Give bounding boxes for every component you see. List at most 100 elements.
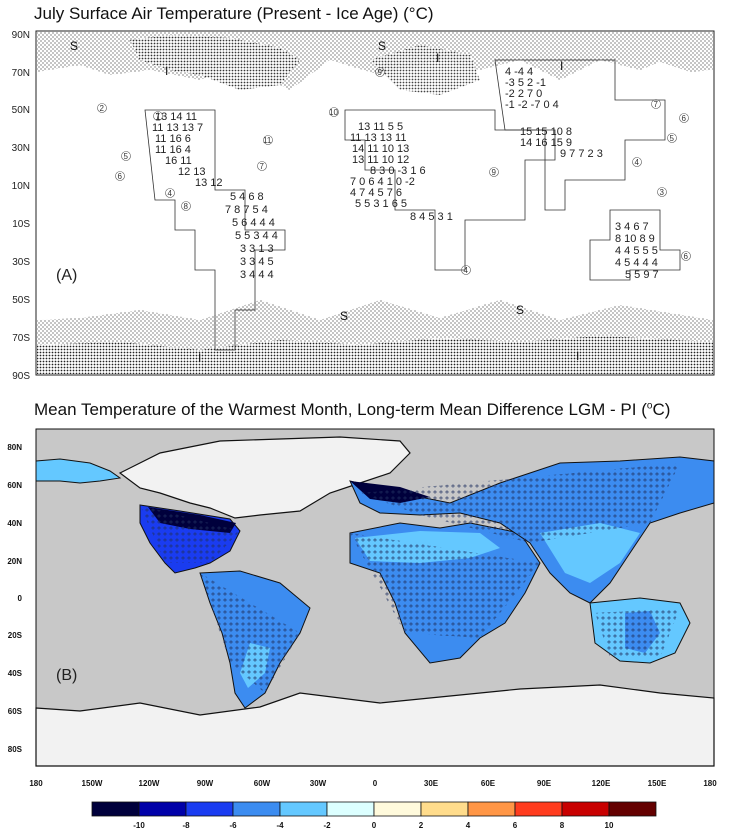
region-label: I	[560, 59, 563, 73]
circled-marker: 7	[257, 161, 267, 171]
colorbar-box	[279, 801, 328, 817]
grid-row-asia-0: 4 -4 4	[505, 66, 533, 78]
lat-label: 90S	[12, 371, 30, 382]
lon-label: 0	[373, 779, 378, 788]
svg-text:5: 5	[124, 152, 129, 161]
grid-row-eu-5: 7 0 6 4 1 0 -2	[350, 176, 415, 188]
panel-a-map: 13 14 11 11 13 13 7 11 16 6 11 16 4 16 1…	[12, 30, 715, 382]
panel-b-title: Mean Temperature of the Warmest Month, L…	[34, 400, 671, 419]
lon-label: 180	[29, 779, 43, 788]
circled-marker: 5	[667, 133, 677, 143]
grid-row-asia-5: 14 16 15 9	[520, 137, 572, 149]
circled-marker: 11	[263, 135, 273, 145]
grid-row-sa-0: 5 4 6 8	[230, 191, 264, 203]
lat-label: 70N	[12, 68, 30, 79]
region-label: I	[198, 351, 201, 365]
panel-a-grid-values: 13 14 11 11 13 13 7 11 16 6 11 16 4 16 1…	[152, 66, 659, 281]
svg-text:11: 11	[263, 136, 272, 145]
grid-row-na-6: 13 12	[195, 177, 223, 189]
circled-marker: 4	[632, 157, 642, 167]
region-label: S	[516, 303, 524, 317]
panel-b-laurentide-ice	[118, 436, 411, 519]
grid-row-na-3: 11 16 4	[155, 144, 191, 156]
lon-label: 30E	[424, 779, 439, 788]
colorbar-box	[232, 801, 281, 817]
grid-row-asia-6: 9 7 7 2 3	[560, 148, 603, 160]
lat-label: 0	[18, 594, 23, 603]
lat-label: 60N	[7, 481, 22, 490]
colorbar-label: 0	[372, 821, 377, 830]
lat-label: 10S	[12, 219, 30, 230]
svg-text:9: 9	[378, 68, 383, 77]
lon-label: 150W	[82, 779, 103, 788]
svg-text:6: 6	[118, 172, 123, 181]
colorbar-label: 8	[560, 821, 565, 830]
panel-a-circled-markers: 2 7 11 5 6 4 8 10 9 7 5 7 6 4 3 6 4 9	[97, 67, 691, 275]
region-label: S	[70, 39, 78, 53]
region-label: I	[165, 64, 168, 78]
lat-label: 40N	[7, 519, 22, 528]
lat-label: 70S	[12, 333, 30, 344]
panel-a-label: (A)	[56, 267, 77, 284]
grid-row-asia-2: -2 2 7 0	[505, 88, 542, 100]
circled-marker: 9	[489, 167, 499, 177]
panel-b-alaska	[35, 458, 122, 484]
lon-label: 90E	[537, 779, 552, 788]
panel-b-label: (B)	[56, 667, 77, 684]
colorbar-box	[420, 801, 469, 817]
circled-marker: 6	[679, 113, 689, 123]
panel-b-lon-axis: 180 150W 120W 90W 60W 30W 0 30E 60E 90E …	[29, 779, 717, 788]
circled-marker: 8	[181, 201, 191, 211]
grid-row-na-2: 11 16 6	[155, 133, 191, 145]
grid-row-eu-1: 11 13 13 11	[350, 132, 406, 144]
lon-label: 120E	[592, 779, 611, 788]
svg-text:7: 7	[260, 162, 265, 171]
grid-row-au-4: 5 5 9 7	[625, 269, 659, 281]
colorbar-label: -4	[276, 821, 284, 830]
panel-b-south-asia	[540, 523, 640, 583]
circled-marker: 9	[375, 67, 385, 77]
colorbar-box	[608, 801, 657, 817]
svg-text:7: 7	[654, 100, 659, 109]
svg-text:10: 10	[329, 108, 338, 117]
svg-text:6: 6	[682, 114, 687, 123]
grid-row-na-0: 13 14 11	[155, 111, 197, 123]
panel-a-grid-boxes	[144, 59, 681, 351]
grid-row-au-0: 3 4 6 7	[615, 221, 649, 233]
lon-label: 150E	[648, 779, 667, 788]
grid-row-au-1: 8 10 8 9	[615, 233, 655, 245]
region-label: I	[436, 51, 439, 65]
grid-row-asia-3: -1 -2 -7 0 4	[505, 99, 559, 111]
svg-text:4: 4	[635, 158, 640, 167]
svg-text:2: 2	[100, 104, 105, 113]
circled-marker: 4	[461, 265, 471, 275]
circled-marker: 5	[121, 151, 131, 161]
lat-label: 80S	[8, 745, 23, 754]
lon-label: 60E	[481, 779, 496, 788]
colorbar-label: -10	[133, 821, 145, 830]
panel-b-title-degree: o	[646, 400, 653, 412]
circled-marker: 7	[153, 111, 163, 121]
circled-marker: 6	[115, 171, 125, 181]
svg-text:4: 4	[168, 189, 173, 198]
grid-row-sa-2: 5 6 4 4 4	[232, 217, 275, 229]
region-label: S	[378, 39, 386, 53]
svg-text:9: 9	[492, 168, 497, 177]
circled-marker: 6	[681, 251, 691, 261]
grid-row-asia-4: 15 15 10 8	[520, 126, 572, 138]
region-label: S	[340, 309, 348, 323]
lon-label: 120W	[139, 779, 160, 788]
grid-row-na-5: 12 13	[178, 166, 206, 178]
colorbar-box	[326, 801, 375, 817]
colorbar: -10 -8 -6 -4 -2 0 2 4 6 8 10	[91, 801, 657, 830]
colorbar-label: -8	[182, 821, 190, 830]
colorbar-box	[373, 801, 422, 817]
lat-label: 30N	[12, 143, 30, 154]
colorbar-box	[514, 801, 563, 817]
circled-marker: 2	[97, 103, 107, 113]
panel-a-title: July Surface Air Temperature (Present - …	[34, 4, 434, 23]
grid-row-eu-2: 14 11 10 13	[352, 143, 409, 155]
colorbar-box	[467, 801, 516, 817]
grid-row-sa-4: 3 3 1 3	[240, 243, 274, 255]
lat-label: 90N	[12, 30, 30, 41]
